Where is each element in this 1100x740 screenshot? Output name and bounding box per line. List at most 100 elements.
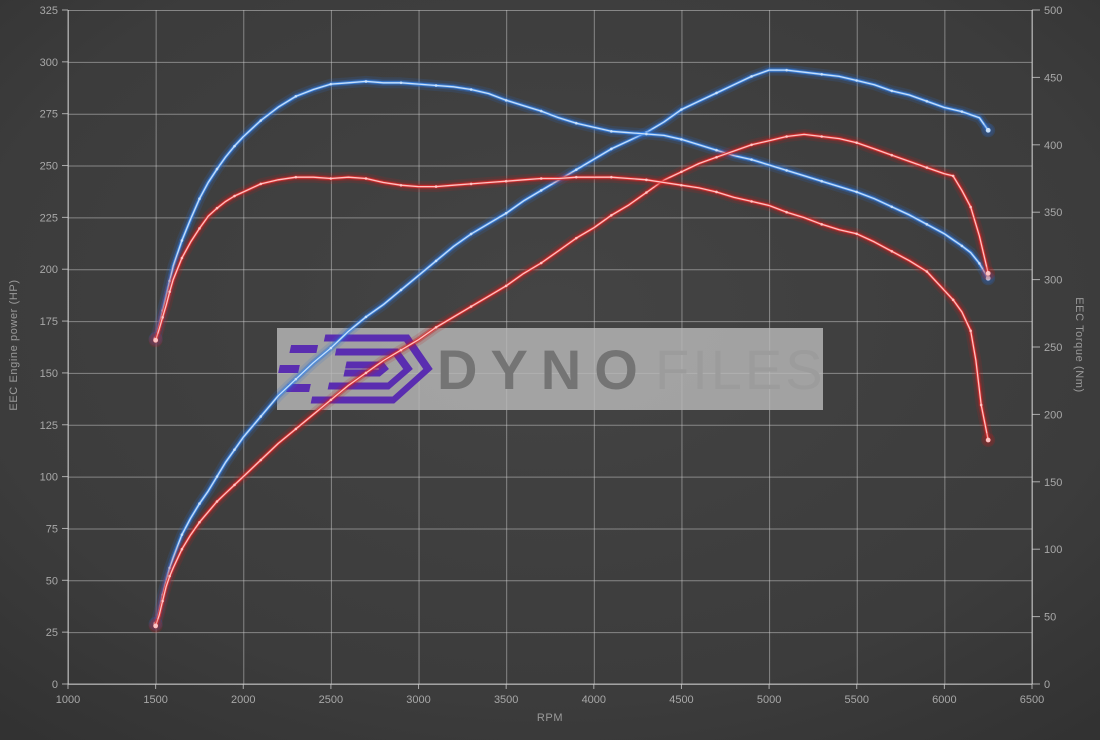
curve-marker (364, 80, 368, 83)
curve-endpoint (985, 127, 991, 133)
watermark-box (277, 328, 823, 410)
right-tick-label: 100 (1044, 544, 1062, 556)
x-tick-label: 6000 (932, 694, 956, 706)
curve-power-blue (148, 64, 996, 631)
curve-endpoint (985, 275, 991, 281)
right-tick-label: 300 (1044, 275, 1062, 287)
curve-marker (574, 168, 578, 171)
curve-marker (645, 132, 648, 136)
watermark-text-light: Files (655, 338, 826, 401)
left-axis-title: EEC Engine power (HP) (8, 279, 20, 410)
curve-marker (399, 183, 403, 187)
curve-marker (680, 170, 683, 174)
curve-marker (215, 206, 219, 210)
curve-marker (925, 99, 929, 103)
curve-marker (539, 177, 543, 180)
curve-marker (434, 325, 438, 329)
left-tick-label: 200 (40, 264, 58, 276)
curve-endpoint (985, 437, 991, 443)
curve-marker (750, 143, 753, 147)
curve-marker (750, 200, 753, 203)
left-tick-label: 325 (40, 5, 58, 17)
left-tick-label: 125 (40, 420, 58, 432)
left-tick-label: 175 (40, 316, 58, 328)
x-tick-label: 4000 (582, 694, 606, 706)
curve-marker (960, 244, 964, 248)
curve-marker (574, 121, 578, 125)
curve-marker (329, 177, 333, 180)
x-tick-label: 1000 (56, 694, 80, 706)
curve-marker (890, 249, 894, 253)
left-tick-label: 150 (40, 368, 58, 380)
curve-marker (610, 130, 613, 133)
curve-marker (215, 500, 219, 503)
curve-marker (645, 191, 648, 194)
curve-marker (399, 81, 403, 85)
curve-marker (610, 214, 613, 217)
curve-marker (180, 533, 184, 536)
left-tick-label: 0 (52, 679, 58, 691)
curve-marker (168, 566, 171, 570)
curve-endpoint (153, 623, 159, 629)
curve-marker (978, 262, 981, 265)
curve-marker (198, 520, 201, 524)
curve-marker (504, 211, 508, 215)
curve-marker (399, 348, 403, 352)
curve-marker (951, 298, 955, 302)
curve-marker (329, 82, 333, 86)
curve-marker (180, 256, 184, 260)
curve-marker (294, 427, 298, 431)
curve-marker (161, 316, 164, 319)
curve-marker (539, 189, 543, 192)
curve-marker (329, 398, 333, 402)
left-tick-label: 275 (40, 109, 58, 121)
curve-marker (539, 261, 543, 265)
x-axis-title: RPM (537, 712, 563, 724)
curve-marker (785, 210, 788, 214)
curve-marker (168, 290, 171, 294)
curve-marker (574, 175, 578, 179)
curve-marker (294, 377, 298, 381)
x-tick-label: 3000 (406, 694, 430, 706)
curve-marker (855, 79, 859, 82)
curve-marker (820, 179, 823, 183)
curve-marker (610, 147, 613, 151)
right-tick-label: 250 (1044, 342, 1062, 354)
left-tick-label: 225 (40, 212, 58, 224)
x-tick-label: 2000 (231, 694, 255, 706)
curve-marker (180, 547, 184, 551)
axes: 0 25 50 75 100 125 150 175 200 225 250 275 300 325 0 50… (40, 5, 1063, 706)
curve-marker (434, 84, 438, 87)
watermark-text-bold: Dyno (437, 338, 651, 401)
curve-marker (750, 158, 753, 161)
right-tick-label: 500 (1044, 5, 1062, 17)
right-tick-label: 400 (1044, 140, 1062, 152)
curve-marker (680, 183, 683, 187)
curve-marker (890, 89, 894, 93)
curve-marker (469, 232, 473, 236)
curve-marker (750, 75, 753, 78)
curve-marker (233, 448, 236, 451)
curve-marker (574, 236, 578, 240)
curve-marker (434, 185, 438, 188)
curve-endpoint (985, 270, 991, 276)
curve-marker (233, 144, 236, 148)
curve-marker (969, 329, 972, 333)
curve-marker (785, 135, 788, 138)
curve-marker (925, 166, 929, 169)
right-tick-label: 450 (1044, 72, 1062, 84)
curve-marker (469, 88, 473, 91)
curve-marker (259, 458, 263, 462)
curve-marker (785, 68, 788, 72)
curve-marker (680, 108, 683, 111)
curve-marker (925, 270, 929, 273)
curve-marker (161, 599, 164, 603)
curve-power-red (148, 128, 996, 633)
x-tick-label: 4500 (669, 694, 693, 706)
dyno-curves (148, 64, 996, 633)
curve-marker (364, 315, 368, 319)
curve-marker (785, 169, 788, 172)
curve-marker (198, 502, 201, 505)
